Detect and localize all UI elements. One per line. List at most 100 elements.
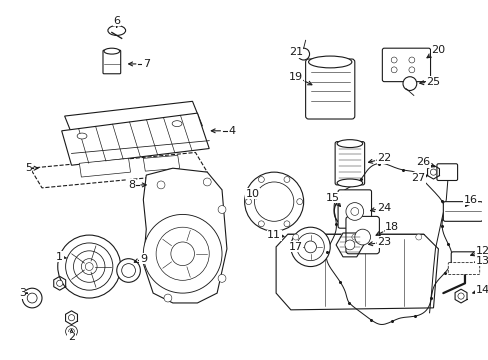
Circle shape — [157, 181, 164, 189]
Circle shape — [170, 242, 194, 266]
Text: 22: 22 — [376, 153, 390, 163]
Ellipse shape — [108, 26, 125, 35]
FancyBboxPatch shape — [305, 59, 354, 119]
Text: 10: 10 — [245, 189, 259, 199]
Text: 23: 23 — [376, 237, 390, 247]
Polygon shape — [276, 234, 438, 310]
Circle shape — [156, 227, 209, 280]
Circle shape — [344, 240, 354, 250]
Ellipse shape — [308, 56, 351, 68]
Text: 25: 25 — [426, 77, 440, 87]
Text: 12: 12 — [475, 246, 488, 256]
Polygon shape — [143, 156, 180, 171]
Ellipse shape — [172, 121, 182, 127]
Circle shape — [354, 229, 370, 245]
Circle shape — [345, 203, 363, 220]
Circle shape — [457, 293, 463, 299]
Circle shape — [351, 234, 357, 240]
Circle shape — [333, 196, 365, 227]
FancyBboxPatch shape — [345, 216, 379, 254]
Circle shape — [290, 227, 329, 266]
FancyBboxPatch shape — [450, 252, 478, 267]
Circle shape — [254, 182, 293, 221]
Polygon shape — [143, 168, 226, 303]
Circle shape — [68, 329, 74, 334]
Circle shape — [390, 67, 396, 73]
Ellipse shape — [77, 133, 87, 139]
Ellipse shape — [336, 140, 362, 148]
Text: 14: 14 — [475, 285, 488, 295]
FancyBboxPatch shape — [334, 141, 364, 185]
Text: 4: 4 — [228, 126, 235, 136]
Circle shape — [65, 243, 113, 290]
Text: 8: 8 — [128, 180, 135, 190]
FancyBboxPatch shape — [103, 50, 121, 74]
Circle shape — [27, 293, 37, 303]
Circle shape — [415, 234, 421, 240]
Text: 3: 3 — [19, 288, 26, 298]
Circle shape — [81, 259, 97, 274]
FancyBboxPatch shape — [443, 202, 482, 221]
Text: 9: 9 — [140, 254, 146, 264]
Text: 5: 5 — [25, 163, 32, 173]
Text: 6: 6 — [113, 15, 120, 26]
FancyBboxPatch shape — [382, 48, 429, 82]
Circle shape — [297, 48, 309, 60]
Text: 15: 15 — [325, 193, 340, 203]
Text: 27: 27 — [411, 173, 425, 183]
Circle shape — [58, 235, 121, 298]
FancyBboxPatch shape — [436, 164, 457, 180]
Polygon shape — [61, 113, 209, 165]
Circle shape — [122, 264, 135, 278]
Text: 20: 20 — [430, 45, 445, 55]
Circle shape — [117, 259, 140, 282]
Circle shape — [163, 294, 171, 302]
Polygon shape — [30, 152, 207, 188]
FancyBboxPatch shape — [447, 263, 479, 274]
Text: 1: 1 — [56, 252, 63, 262]
Text: 21: 21 — [288, 47, 302, 57]
Ellipse shape — [104, 48, 120, 54]
Circle shape — [203, 178, 211, 186]
Circle shape — [408, 57, 414, 63]
Circle shape — [218, 206, 225, 213]
Text: 19: 19 — [288, 72, 302, 82]
Circle shape — [218, 274, 225, 282]
Circle shape — [284, 176, 289, 183]
Text: 7: 7 — [142, 59, 149, 69]
Polygon shape — [79, 158, 130, 177]
Circle shape — [245, 199, 251, 204]
Circle shape — [85, 263, 93, 270]
Circle shape — [296, 233, 324, 261]
Circle shape — [22, 288, 42, 308]
Circle shape — [338, 201, 360, 222]
Polygon shape — [64, 101, 202, 141]
Circle shape — [258, 176, 264, 183]
Circle shape — [143, 215, 222, 293]
Circle shape — [65, 325, 77, 337]
Circle shape — [350, 208, 358, 215]
Ellipse shape — [336, 179, 362, 187]
Circle shape — [390, 57, 396, 63]
Circle shape — [429, 169, 436, 175]
Text: 13: 13 — [475, 256, 488, 266]
Text: 2: 2 — [68, 332, 75, 342]
Circle shape — [73, 251, 105, 282]
Circle shape — [244, 172, 303, 231]
FancyBboxPatch shape — [337, 190, 371, 228]
Polygon shape — [335, 233, 363, 257]
Circle shape — [57, 280, 62, 287]
Circle shape — [304, 241, 316, 253]
Text: 24: 24 — [376, 203, 390, 212]
Circle shape — [402, 77, 416, 90]
Text: 18: 18 — [385, 222, 398, 232]
Text: 26: 26 — [416, 157, 430, 167]
Circle shape — [258, 221, 264, 227]
Circle shape — [408, 67, 414, 73]
Circle shape — [292, 234, 298, 240]
Text: 11: 11 — [266, 230, 281, 240]
Circle shape — [284, 221, 289, 227]
Text: 16: 16 — [463, 195, 477, 205]
Text: 17: 17 — [288, 242, 302, 252]
Circle shape — [68, 315, 75, 321]
